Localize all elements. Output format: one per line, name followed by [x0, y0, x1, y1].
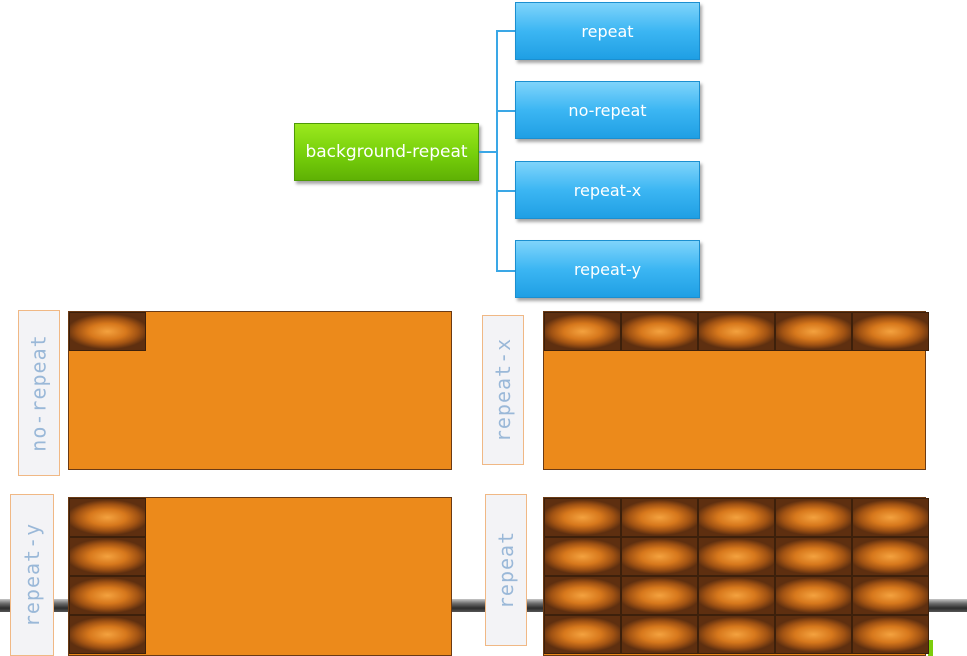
- background-tile: [69, 576, 146, 615]
- child-node-repeat: repeat: [515, 2, 700, 60]
- label-box-repeat-y: repeat-y: [10, 494, 54, 656]
- background-tile: [775, 615, 852, 654]
- background-tile: [621, 312, 698, 351]
- background-tile: [852, 615, 929, 654]
- root-node-label: background-repeat: [305, 142, 468, 162]
- background-tile: [775, 312, 852, 351]
- background-tile: [698, 576, 775, 615]
- connector-vertical-trunk: [496, 30, 498, 272]
- connector-root-stub: [479, 151, 498, 153]
- child-node-label: repeat-x: [573, 180, 642, 200]
- background-tile: [69, 615, 146, 654]
- background-tile: [698, 498, 775, 537]
- panel-label-repeat-y: repeat-y: [20, 522, 45, 628]
- panel-label-repeat-x: repeat-x: [491, 337, 516, 443]
- background-tile: [544, 615, 621, 654]
- background-tile: [852, 312, 929, 351]
- child-node-label: repeat-y: [573, 259, 642, 279]
- background-tile: [69, 498, 146, 537]
- panel-repeat-y: [68, 497, 452, 656]
- panel-repeat: [543, 497, 929, 656]
- background-tile: [69, 537, 146, 576]
- child-node-label: repeat: [581, 21, 634, 41]
- connector-branch-repeat-x: [496, 190, 515, 192]
- background-tile: [698, 312, 775, 351]
- panel-label-repeat: repeat: [494, 530, 518, 610]
- connector-branch-no-repeat: [496, 110, 515, 112]
- background-tile: [544, 498, 621, 537]
- background-tile: [621, 498, 698, 537]
- background-tile: [775, 576, 852, 615]
- background-tile: [852, 537, 929, 576]
- background-tile: [544, 576, 621, 615]
- background-tile: [544, 537, 621, 576]
- background-tile: [621, 576, 698, 615]
- background-tile: [698, 537, 775, 576]
- background-tile: [698, 615, 775, 654]
- background-tile: [852, 498, 929, 537]
- background-tile: [621, 537, 698, 576]
- background-tile: [69, 312, 146, 351]
- child-node-repeat-y: repeat-y: [515, 240, 700, 298]
- background-tile: [852, 576, 929, 615]
- child-node-label: no-repeat: [568, 100, 647, 120]
- connector-branch-repeat-y: [496, 270, 515, 272]
- child-node-repeat-x: repeat-x: [515, 161, 700, 219]
- label-box-no-repeat: no-repeat: [18, 310, 60, 476]
- background-tile: [775, 498, 852, 537]
- label-box-repeat-x: repeat-x: [482, 315, 524, 465]
- decorative-green-tick: [928, 640, 933, 656]
- panel-repeat-x: [543, 311, 929, 470]
- background-tile: [775, 537, 852, 576]
- background-tile: [621, 615, 698, 654]
- root-node-background-repeat: background-repeat: [294, 123, 479, 181]
- connector-branch-repeat: [496, 30, 515, 32]
- child-node-no-repeat: no-repeat: [515, 81, 700, 139]
- label-box-repeat: repeat: [485, 494, 527, 646]
- panel-label-no-repeat: no-repeat: [27, 334, 51, 452]
- background-tile: [544, 312, 621, 351]
- panel-no-repeat: [68, 311, 452, 470]
